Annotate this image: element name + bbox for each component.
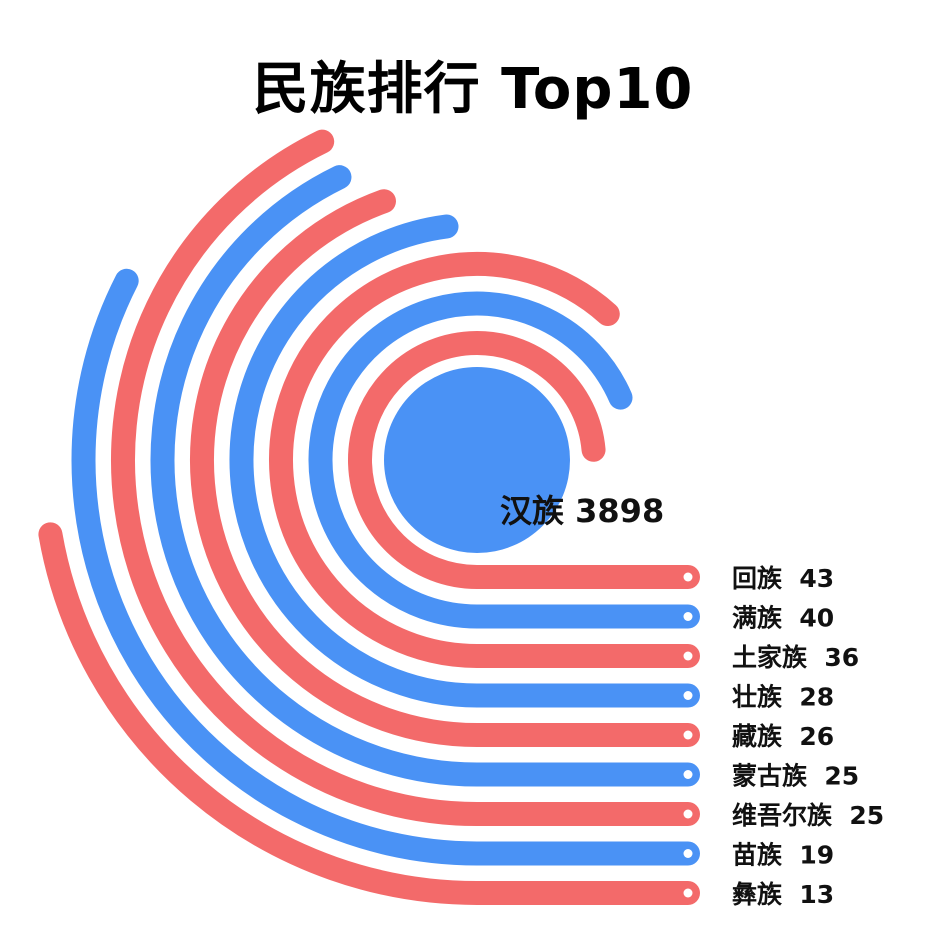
data-label-6: 蒙古族 25 xyxy=(732,762,859,791)
bar-ring-5 xyxy=(190,189,700,747)
bar-ring-1 xyxy=(348,331,700,589)
bar-ring-3 xyxy=(269,252,700,668)
bar-center-disk xyxy=(384,367,570,553)
data-label-4: 壮族 28 xyxy=(732,683,834,712)
bar-end-dot-2 xyxy=(683,612,693,621)
bar-ring-8 xyxy=(71,268,700,866)
chart-title: 民族排行 Top10 xyxy=(252,57,694,122)
data-label-top: 汉族 3898 xyxy=(500,492,664,530)
bar-end-dot-8 xyxy=(683,849,693,858)
bar-ring-2 xyxy=(308,291,700,629)
bar-end-dot-4 xyxy=(683,691,693,700)
data-label-7: 维吾尔族 25 xyxy=(732,801,884,830)
data-label-2: 满族 40 xyxy=(732,604,834,633)
data-label-1: 回族 43 xyxy=(732,564,834,593)
data-label-3: 土家族 36 xyxy=(732,643,859,672)
bar-end-dot-7 xyxy=(683,809,693,819)
bar-end-dot-3 xyxy=(683,651,693,661)
data-label-5: 藏族 26 xyxy=(732,722,834,751)
data-label-9: 彝族 13 xyxy=(732,880,834,909)
bar-ring-9 xyxy=(38,522,700,905)
bar-end-dot-5 xyxy=(683,730,693,740)
bar-ring-7 xyxy=(111,129,700,826)
data-label-8: 苗族 19 xyxy=(732,841,834,870)
bar-ring-6 xyxy=(150,165,700,787)
bar-end-dot-9 xyxy=(683,888,693,898)
bar-end-dot-6 xyxy=(683,770,693,779)
bar-ring-4 xyxy=(229,214,700,708)
bar-end-dot-1 xyxy=(683,572,693,582)
